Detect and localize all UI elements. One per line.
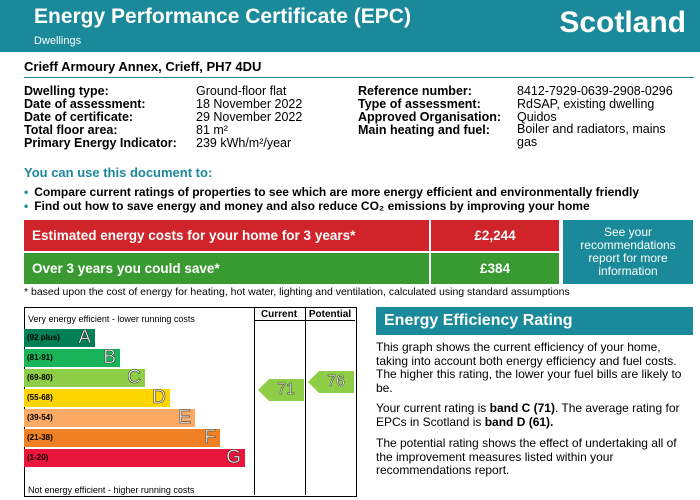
date-certificate-label: Date of certificate:	[24, 110, 134, 124]
recommendations-note: See your recommendations report for more…	[563, 220, 693, 284]
primary-energy-label: Primary Energy Indicator:	[24, 136, 177, 150]
date-certificate-value: 29 November 2022	[196, 110, 303, 124]
approved-org-value: Quidos	[517, 110, 557, 124]
estimated-cost-cell: £2,244	[431, 220, 559, 251]
heating-value: Boiler and radiators, mains gas	[517, 122, 666, 149]
band-letter: C	[127, 367, 141, 389]
property-address: Crieff Armoury Annex, Crieff, PH7 4DU	[24, 59, 262, 74]
band-range: (1-20)	[27, 453, 49, 462]
reference-label: Reference number:	[358, 84, 472, 98]
recommendations-note-text: See your recommendations report for more…	[580, 225, 676, 278]
band-b: (81-91) B	[24, 347, 120, 369]
potential-rating-arrow: 76	[308, 371, 354, 393]
heating-label: Main heating and fuel:	[358, 123, 490, 137]
savings-value: £384	[479, 261, 511, 276]
use-document-title: You can use this document to:	[24, 165, 213, 180]
estimated-cost-label: Estimated energy costs for your home for…	[32, 228, 356, 243]
band-letter: B	[103, 347, 116, 369]
eer-p2-text-a: Your current rating is	[376, 401, 490, 415]
reference-value: 8412-7929-0639-2908-0296	[517, 84, 673, 98]
current-column	[254, 307, 305, 495]
band-range: (39-54)	[27, 413, 53, 422]
band-g: (1-20) G	[24, 447, 245, 469]
dwelling-type-value: Ground-floor flat	[196, 84, 287, 98]
assessment-type-label: Type of assessment:	[358, 97, 481, 111]
estimated-cost-value: £2,244	[474, 228, 516, 243]
band-letter: G	[226, 447, 241, 469]
assessment-type-value: RdSAP, existing dwelling	[517, 97, 655, 111]
current-rating-arrow-value: 71	[277, 381, 295, 399]
estimated-cost-row: Estimated energy costs for your home for…	[24, 220, 429, 251]
band-range: (92 plus)	[27, 333, 60, 342]
band-letter: D	[152, 387, 166, 409]
use-bullet-compare-text: Compare current ratings of properties to…	[34, 185, 640, 199]
eer-current-band: band C (71)	[489, 401, 555, 415]
date-assessment-label: Date of assessment:	[24, 97, 146, 111]
band-range: (69-80)	[27, 373, 53, 382]
band-c: (69-80) C	[24, 367, 145, 389]
cost-footnote: * based upon the cost of energy for heat…	[24, 286, 570, 298]
eer-paragraph-2: Your current rating is band C (71). The …	[376, 401, 686, 429]
eer-p2-text-c: . The average rating for EPCs in Scotlan…	[376, 401, 680, 429]
eer-paragraph-3: The potential rating shows the effect of…	[376, 436, 677, 477]
column-header-divider	[254, 320, 355, 321]
savings-label: Over 3 years you could save*	[32, 261, 220, 276]
current-rating-arrow: 71	[258, 379, 304, 401]
very-efficient-label: Very energy efficient - lower running co…	[28, 314, 195, 324]
savings-cell: £384	[431, 253, 559, 284]
floor-area-value: 81 m²	[196, 123, 228, 137]
potential-column-header: Potential	[308, 309, 352, 320]
use-bullet-save-text: Find out how to save energy and money an…	[34, 199, 590, 213]
country-label: Scotland	[559, 6, 686, 39]
eer-paragraph-1: This graph shows the current efficiency …	[376, 340, 682, 395]
savings-row: Over 3 years you could save*	[24, 253, 429, 284]
eer-title: Energy Efficiency Rating	[376, 307, 693, 335]
certificate-title: Energy Performance Certificate (EPC)	[34, 5, 411, 28]
current-column-header: Current	[260, 309, 298, 320]
certificate-subtitle: Dwellings	[34, 35, 82, 47]
use-bullet-compare: • Compare current ratings of properties t…	[24, 185, 640, 199]
primary-energy-value: 239 kWh/m²/year	[196, 136, 292, 150]
not-efficient-label: Not energy efficient - higher running co…	[28, 485, 195, 495]
eer-average-band: band D (61).	[484, 414, 554, 429]
band-range: (81-91)	[27, 353, 53, 362]
band-d: (55-68) D	[24, 387, 170, 409]
band-letter: E	[178, 407, 191, 429]
band-range: (21-38)	[27, 433, 53, 442]
floor-area-label: Total floor area:	[24, 123, 118, 137]
rating-arrow-shape	[258, 379, 304, 401]
band-f: (21-38) F	[24, 427, 220, 449]
approved-org-label: Approved Organisation:	[358, 110, 502, 124]
band-letter: A	[78, 327, 91, 349]
band-e: (39-54) E	[24, 407, 195, 429]
address-divider	[24, 77, 694, 78]
potential-rating-arrow-value: 76	[327, 373, 345, 391]
rating-arrow-shape	[308, 371, 354, 393]
dwelling-type-label: Dwelling type:	[24, 84, 109, 98]
use-bullet-save: • Find out how to save energy and money a…	[24, 199, 590, 213]
header-bar	[0, 0, 700, 52]
potential-column	[305, 307, 356, 495]
date-assessment-value: 18 November 2022	[196, 97, 303, 111]
band-a: (92 plus) A	[24, 327, 95, 349]
band-range: (55-68)	[27, 393, 53, 402]
band-letter: F	[204, 427, 216, 449]
